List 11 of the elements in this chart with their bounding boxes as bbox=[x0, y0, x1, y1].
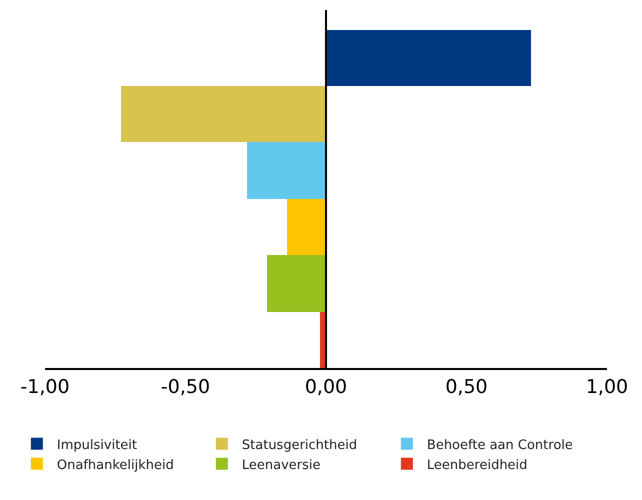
x-tick-label: -1,00 bbox=[20, 376, 70, 398]
legend-label: Behoefte aan Controle bbox=[426, 438, 573, 453]
legend-label: Onafhankelijkheid bbox=[56, 458, 174, 473]
legend-label: Leenbereidheid bbox=[426, 458, 528, 473]
x-tick-label: -0,50 bbox=[160, 376, 210, 398]
x-tick-label: 0,50 bbox=[445, 376, 488, 398]
legend-label: Impulsiviteit bbox=[56, 438, 138, 453]
legend-label: Leenaversie bbox=[242, 458, 321, 473]
x-tick-label: 0,00 bbox=[304, 376, 348, 398]
x-tick-label: 1,00 bbox=[586, 376, 628, 398]
legend-label: Statusgerichtheid bbox=[242, 438, 358, 453]
